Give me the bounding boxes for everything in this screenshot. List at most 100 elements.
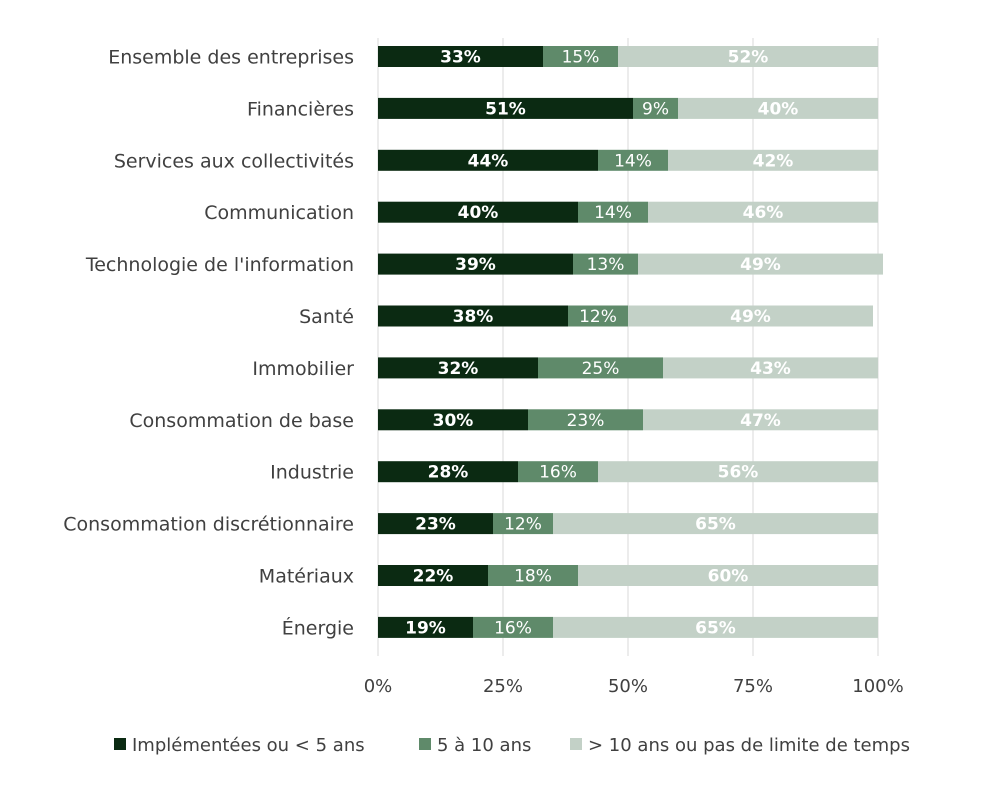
bar-segment-1: [378, 46, 543, 67]
category-label-consommation-de-base: Consommation de base: [129, 410, 354, 432]
data-label: 40%: [458, 203, 499, 223]
x-axis-ticks: 0% 25% 50% 75% 100%: [364, 676, 904, 697]
category-label-ensemble-des-entreprises: Ensemble des entreprises: [108, 47, 354, 69]
category-label-consommation-discretionnaire: Consommation discrétionnaire: [63, 514, 354, 536]
category-labels: Ensemble des entreprises Financières Servi…: [63, 47, 354, 640]
x-tick-label: 0%: [364, 676, 393, 697]
data-label: 16%: [539, 463, 577, 483]
data-label: 56%: [718, 463, 759, 483]
category-label-technologie-de-l-information: Technologie de l'information: [85, 254, 354, 276]
data-label: 23%: [567, 411, 605, 431]
data-label: 14%: [614, 151, 652, 171]
bar-segment-2: [568, 305, 628, 327]
legend-swatch-3: [570, 738, 582, 750]
category-label-industrie: Industrie: [270, 462, 354, 484]
data-label: 49%: [740, 255, 781, 275]
bar-segment-2: [518, 461, 598, 483]
category-label-financieres: Financières: [247, 98, 354, 120]
bar-segment-3: [553, 513, 878, 535]
data-label: 60%: [708, 567, 749, 587]
bars: 33% 15% 52% 51% 9% 40% 44% 14% 42% 40% 14% 46% 39% 13…: [378, 46, 883, 638]
gridlines: [377, 38, 879, 656]
x-tick-label: 50%: [608, 676, 648, 697]
bar-segment-3: [553, 616, 878, 638]
data-label: 65%: [695, 515, 736, 535]
bar-segment-3: [648, 201, 878, 223]
bar-segment-1: [378, 201, 578, 223]
category-label-services-aux-collectivites: Services aux collectivités: [114, 150, 354, 172]
bar-segment-2: [493, 513, 553, 535]
data-label: 42%: [753, 151, 794, 171]
bar-segment-3: [643, 409, 878, 431]
bar-segment-2: [633, 97, 678, 119]
bar-segment-1: [378, 565, 488, 586]
bar-segment-2: [538, 357, 663, 379]
data-label: 43%: [750, 359, 791, 379]
legend: Implémentées ou < 5 ans 5 à 10 ans > 10 an…: [114, 735, 910, 756]
data-label: 13%: [587, 255, 625, 275]
bar-segment-1: [378, 149, 598, 171]
bar-segment-1: [378, 513, 493, 535]
bar-segment-2: [573, 253, 638, 275]
category-label-sante: Santé: [299, 306, 354, 328]
data-label: 40%: [758, 99, 799, 119]
data-label: 65%: [695, 618, 736, 638]
data-label: 16%: [494, 618, 532, 638]
bar-segment-1: [378, 305, 568, 327]
data-label: 18%: [514, 567, 552, 587]
bar-segment-3: [578, 565, 878, 586]
x-tick-label: 25%: [483, 676, 523, 697]
bar-segment-3: [598, 461, 878, 483]
data-label: 49%: [730, 307, 771, 327]
data-label: 52%: [728, 48, 769, 68]
category-label-materiaux: Matériaux: [259, 566, 354, 588]
legend-label-2: 5 à 10 ans: [437, 735, 531, 756]
data-label: 25%: [582, 359, 620, 379]
bar-segment-3: [668, 149, 878, 171]
bar-segment-2: [488, 565, 578, 586]
bar-segment-1: [378, 616, 473, 638]
bar-segment-2: [528, 409, 643, 431]
data-label: 38%: [453, 307, 494, 327]
bar-segment-2: [543, 46, 618, 67]
legend-swatch-2: [419, 738, 431, 750]
bar-segment-3: [678, 97, 878, 119]
data-label: 28%: [428, 463, 469, 483]
bar-segment-3: [638, 253, 883, 275]
data-label: 44%: [468, 151, 509, 171]
legend-label-1: Implémentées ou < 5 ans: [132, 735, 365, 756]
x-tick-label: 75%: [733, 676, 773, 697]
bar-segment-3: [618, 46, 878, 67]
data-label: 12%: [579, 307, 617, 327]
bar-segment-1: [378, 409, 528, 431]
bar-segment-1: [378, 461, 518, 483]
bar-segment-2: [473, 616, 553, 638]
data-label: 51%: [485, 99, 526, 119]
data-label: 9%: [642, 99, 669, 119]
data-label: 23%: [415, 515, 456, 535]
data-label: 19%: [405, 618, 446, 638]
bar-segment-3: [663, 357, 878, 379]
legend-swatch-1: [114, 738, 126, 750]
bar-segment-1: [378, 97, 633, 119]
bar-segment-1: [378, 357, 538, 379]
category-label-energie: Énergie: [282, 616, 354, 639]
bar-segment-3: [628, 305, 873, 327]
bar-segment-1: [378, 253, 573, 275]
data-label: 14%: [594, 203, 632, 223]
x-tick-label: 100%: [852, 676, 903, 697]
data-label: 15%: [562, 48, 600, 68]
data-label: 30%: [433, 411, 474, 431]
data-label: 39%: [455, 255, 496, 275]
data-label: 33%: [440, 48, 481, 68]
category-label-immobilier: Immobilier: [252, 358, 354, 380]
data-label: 32%: [438, 359, 479, 379]
category-label-communication: Communication: [204, 202, 354, 224]
data-label: 46%: [743, 203, 784, 223]
bar-segment-2: [578, 201, 648, 223]
legend-label-3: > 10 ans ou pas de limite de temps: [588, 735, 910, 756]
bar-segment-2: [598, 149, 668, 171]
data-label: 47%: [740, 411, 781, 431]
